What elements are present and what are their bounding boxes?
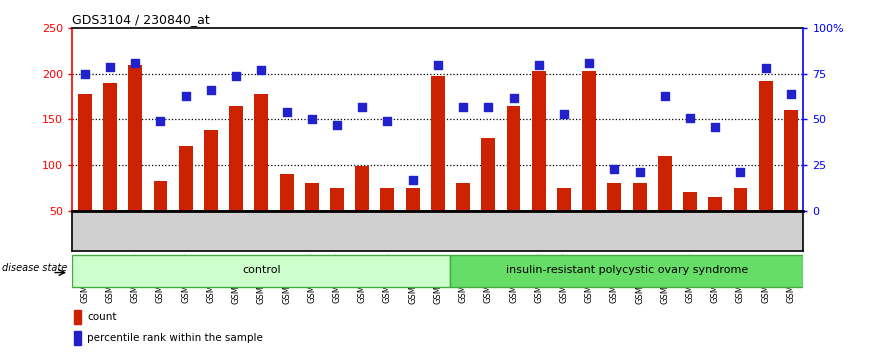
Bar	[330, 188, 344, 211]
Point	[229, 73, 243, 79]
Text: GDS3104 / 230840_at: GDS3104 / 230840_at	[72, 13, 210, 26]
Point	[582, 60, 596, 66]
Bar	[381, 188, 395, 211]
Bar	[557, 188, 571, 211]
Bar	[279, 174, 293, 211]
Point	[78, 71, 92, 77]
Bar	[78, 94, 92, 211]
Bar	[734, 188, 747, 211]
Point	[355, 104, 369, 109]
Bar	[72, 255, 450, 287]
Point	[456, 104, 470, 109]
Point	[103, 64, 117, 69]
Point	[279, 109, 293, 115]
Point	[305, 116, 319, 122]
Point	[129, 60, 143, 66]
Bar	[103, 83, 117, 211]
Point	[204, 87, 218, 93]
Point	[507, 95, 521, 101]
Point	[733, 170, 747, 175]
Bar	[607, 183, 621, 211]
Bar	[708, 197, 722, 211]
Bar	[683, 193, 697, 211]
Bar	[229, 106, 243, 211]
Bar	[406, 188, 419, 211]
Bar	[355, 166, 369, 211]
Bar	[204, 130, 218, 211]
Bar	[74, 331, 81, 345]
Bar	[633, 183, 647, 211]
Point	[179, 93, 193, 99]
Point	[381, 119, 395, 124]
Point	[405, 177, 419, 182]
Point	[683, 115, 697, 120]
Point	[633, 170, 647, 175]
Point	[708, 124, 722, 130]
Bar	[658, 156, 671, 211]
Bar	[784, 110, 798, 211]
Bar	[179, 146, 193, 211]
Point	[759, 65, 773, 71]
Bar	[305, 183, 319, 211]
Bar	[582, 71, 596, 211]
Point	[784, 91, 798, 97]
Text: percentile rank within the sample: percentile rank within the sample	[87, 333, 263, 343]
Text: control: control	[242, 265, 281, 275]
Point	[481, 104, 495, 109]
Bar	[532, 71, 545, 211]
Point	[431, 62, 445, 68]
Text: insulin-resistant polycystic ovary syndrome: insulin-resistant polycystic ovary syndr…	[506, 265, 748, 275]
Point	[658, 93, 672, 99]
Bar	[431, 76, 445, 211]
Bar	[129, 65, 142, 211]
Bar	[759, 81, 773, 211]
Bar	[450, 255, 803, 287]
Bar	[507, 106, 521, 211]
Bar	[153, 181, 167, 211]
Point	[607, 166, 621, 172]
Bar	[74, 310, 81, 324]
Point	[531, 62, 545, 68]
Bar	[456, 183, 470, 211]
Text: count: count	[87, 312, 117, 322]
Bar	[481, 138, 495, 211]
Point	[557, 111, 571, 117]
Bar	[255, 94, 269, 211]
Point	[255, 67, 269, 73]
Text: disease state: disease state	[2, 263, 67, 273]
Point	[153, 119, 167, 124]
Point	[330, 122, 344, 128]
